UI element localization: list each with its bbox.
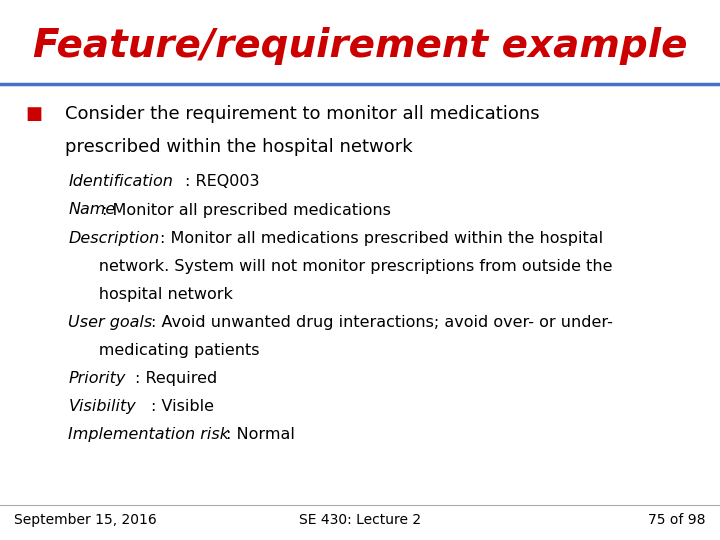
Text: ■: ■ xyxy=(25,105,42,123)
Text: : Normal: : Normal xyxy=(226,427,295,442)
Text: User goals: User goals xyxy=(68,315,153,330)
Text: : Required: : Required xyxy=(135,371,217,386)
Text: Visibility: Visibility xyxy=(68,399,136,414)
Text: : Visible: : Visible xyxy=(151,399,215,414)
Text: Identification: Identification xyxy=(68,174,174,190)
Text: network. System will not monitor prescriptions from outside the: network. System will not monitor prescri… xyxy=(68,259,613,274)
Text: medicating patients: medicating patients xyxy=(68,343,260,358)
Text: : Monitor all medications prescribed within the hospital: : Monitor all medications prescribed wit… xyxy=(160,231,603,246)
Text: Feature/requirement example: Feature/requirement example xyxy=(32,27,688,65)
Text: prescribed within the hospital network: prescribed within the hospital network xyxy=(65,138,413,156)
Text: hospital network: hospital network xyxy=(68,287,233,302)
Text: Name: Name xyxy=(68,202,116,218)
Text: SE 430: Lecture 2: SE 430: Lecture 2 xyxy=(299,513,421,527)
Text: Consider the requirement to monitor all medications: Consider the requirement to monitor all … xyxy=(65,105,539,123)
Text: 75 of 98: 75 of 98 xyxy=(648,513,706,527)
Text: Implementation risk: Implementation risk xyxy=(68,427,230,442)
Text: September 15, 2016: September 15, 2016 xyxy=(14,513,157,527)
Text: : Avoid unwanted drug interactions; avoid over- or under-: : Avoid unwanted drug interactions; avoi… xyxy=(151,315,613,330)
Text: Priority: Priority xyxy=(68,371,126,386)
Text: : REQ003: : REQ003 xyxy=(184,174,259,190)
Text: : Monitor all prescribed medications: : Monitor all prescribed medications xyxy=(102,202,390,218)
Text: Description: Description xyxy=(68,231,160,246)
